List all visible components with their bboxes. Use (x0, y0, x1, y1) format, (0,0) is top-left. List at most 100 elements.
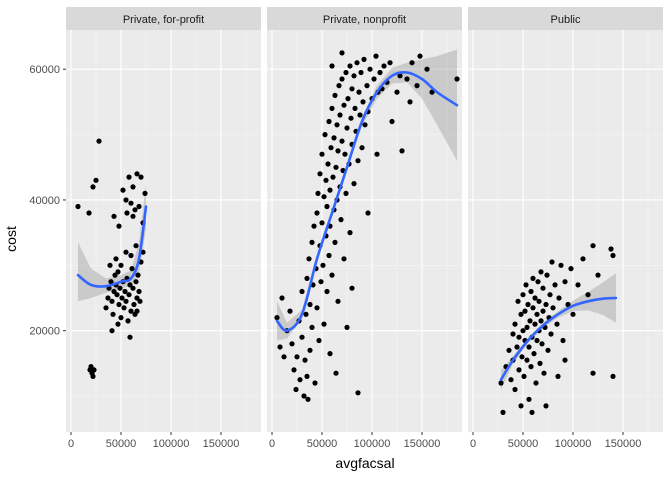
x-tick-label: 0 (470, 438, 476, 450)
data-point (134, 295, 140, 301)
data-point (113, 256, 119, 262)
data-point (365, 210, 371, 216)
data-point (109, 328, 115, 334)
data-point (568, 266, 574, 272)
smooth-line (499, 296, 618, 381)
data-point (329, 105, 335, 111)
data-point (526, 344, 532, 350)
data-point (498, 380, 504, 386)
data-point (544, 272, 550, 278)
data-point (330, 174, 336, 180)
data-point (538, 269, 544, 275)
data-point (293, 386, 299, 393)
data-point (565, 301, 571, 308)
data-point (75, 203, 81, 210)
data-point (357, 112, 363, 118)
data-point (590, 243, 596, 249)
data-point (554, 321, 560, 327)
data-point (324, 203, 330, 210)
data-point (534, 311, 540, 317)
facet-panel: Public 0 50000 100000 150000 (468, 7, 663, 450)
data-point (381, 63, 387, 69)
data-point (327, 187, 333, 193)
smooth-confidence-band (78, 183, 146, 302)
data-point (319, 220, 325, 226)
data-point (373, 53, 379, 59)
data-point (349, 285, 355, 291)
data-point (374, 151, 380, 157)
data-point (305, 396, 311, 402)
data-point (136, 203, 142, 210)
data-point (314, 210, 320, 216)
data-point (329, 63, 335, 69)
data-point (131, 301, 137, 308)
data-point (424, 66, 430, 72)
data-point (523, 282, 529, 288)
y-tick-label: 20000 (29, 326, 60, 338)
data-point (316, 337, 322, 344)
data-point (528, 364, 534, 370)
y-tick-label: 40000 (29, 195, 60, 207)
data-point (309, 324, 315, 330)
data-point (526, 396, 532, 402)
data-point (289, 341, 295, 347)
data-point (516, 334, 522, 340)
data-point (539, 341, 545, 347)
data-point (120, 187, 126, 193)
data-point (126, 292, 132, 298)
data-point (610, 373, 616, 379)
data-point (533, 380, 539, 386)
data-point (349, 86, 355, 92)
data-point (128, 308, 134, 314)
data-point (123, 249, 129, 255)
data-point (125, 318, 131, 324)
data-point (562, 357, 568, 363)
x-tick-label: 50000 (307, 438, 338, 450)
data-point (389, 118, 395, 125)
data-point (528, 288, 534, 295)
data-point (320, 262, 326, 268)
data-point (560, 337, 566, 344)
data-point (524, 324, 530, 330)
data-point (519, 354, 525, 360)
data-point (362, 122, 368, 128)
data-point (336, 83, 342, 89)
data-point (530, 305, 536, 311)
data-point (404, 76, 410, 82)
data-point (575, 282, 581, 288)
data-point (399, 148, 405, 154)
data-point (130, 285, 136, 291)
data-point (333, 370, 339, 376)
data-point (506, 347, 512, 353)
data-point (514, 344, 520, 350)
data-point (352, 105, 358, 111)
x-tick-label: 150000 (404, 438, 441, 450)
data-point (117, 285, 123, 291)
data-point (527, 318, 533, 324)
data-point (281, 354, 287, 360)
data-point (90, 373, 96, 379)
data-point (107, 262, 113, 268)
data-point (570, 311, 576, 317)
y-axis-title: cost (3, 226, 19, 252)
data-point (129, 266, 135, 272)
data-point (337, 112, 343, 118)
facet-strip (267, 7, 462, 30)
data-point (322, 132, 328, 138)
facet-strip (66, 7, 261, 30)
data-point (345, 96, 351, 102)
data-point (319, 151, 325, 157)
x-tick-label: 0 (269, 438, 275, 450)
data-point (299, 288, 305, 295)
data-point (302, 357, 308, 363)
data-point (525, 301, 531, 308)
data-point (115, 269, 121, 275)
data-point (595, 272, 601, 278)
data-point (543, 301, 549, 308)
data-point (532, 295, 538, 301)
data-point (328, 145, 334, 151)
data-point (287, 308, 293, 314)
data-point (311, 223, 317, 229)
